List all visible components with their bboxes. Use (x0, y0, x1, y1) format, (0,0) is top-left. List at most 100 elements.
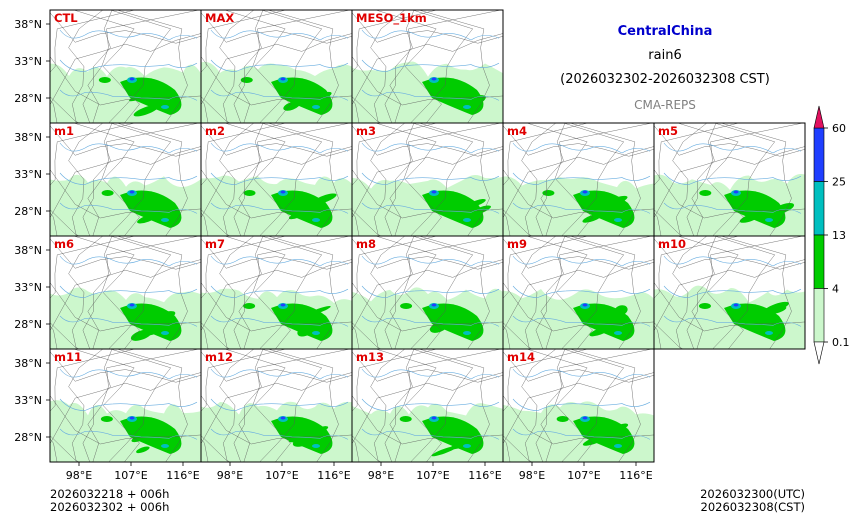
colorbar-segment (813, 127, 825, 182)
province-border (654, 123, 739, 236)
precip-25-area (280, 416, 286, 420)
province-border (224, 10, 291, 123)
province-border (233, 10, 264, 123)
precip-4-area (154, 425, 170, 436)
province-border (224, 123, 291, 236)
province-border (654, 209, 684, 236)
province-border (535, 123, 566, 236)
lat-tick-label: 28°N (14, 431, 42, 444)
precip-0.1-area (101, 210, 124, 232)
lon-tick-label: 107°E (567, 469, 600, 482)
precip-13-area (463, 331, 471, 335)
province-border (384, 236, 415, 349)
province-border (352, 259, 503, 331)
member-label: m13 (356, 350, 384, 364)
province-border (73, 349, 140, 462)
province-border (201, 435, 231, 462)
river-line (663, 285, 802, 298)
member-label: m10 (658, 237, 686, 251)
province-border (654, 146, 805, 218)
precip-0.1-area (224, 76, 264, 93)
river-line (59, 202, 198, 214)
province-border (50, 10, 135, 123)
map-panel (654, 123, 805, 236)
precip-25-area (129, 303, 135, 307)
province-border (384, 10, 415, 123)
river-line (512, 398, 651, 411)
precip-0.1-area (226, 191, 278, 207)
province-border (352, 238, 503, 270)
province-border (201, 33, 352, 105)
precip-0.1-area (231, 421, 249, 445)
province-border (352, 395, 503, 445)
province-border (375, 349, 442, 462)
province-border (224, 349, 291, 462)
map-panel (201, 349, 352, 462)
river-line (59, 285, 198, 298)
province-border (73, 10, 140, 123)
province-border (50, 282, 201, 332)
province-border (352, 435, 382, 462)
province-border (419, 123, 490, 236)
province-border (526, 236, 593, 349)
river-line (361, 202, 500, 214)
province-border (352, 236, 437, 349)
province-border (521, 123, 556, 236)
province-border (82, 349, 113, 462)
precip-4-area (601, 195, 628, 208)
lon-tick-label: 116°E (166, 469, 199, 482)
river-line (512, 255, 651, 267)
province-border (117, 236, 188, 349)
precip-25-area (431, 77, 437, 81)
province-border (50, 259, 201, 331)
province-border (654, 259, 805, 331)
colorbar-segment (813, 181, 825, 236)
precip-4-area (283, 101, 301, 111)
province-border (535, 349, 566, 462)
province-border (201, 169, 352, 219)
colorbar-label: 4 (832, 283, 839, 296)
province-border (201, 56, 352, 106)
river-line (361, 315, 500, 327)
province-border (352, 96, 382, 123)
province-border (233, 349, 264, 462)
province-border (352, 322, 382, 349)
province-border (535, 236, 566, 349)
province-border (117, 349, 188, 462)
province-border (503, 395, 654, 445)
lat-tick-label: 28°N (14, 92, 42, 105)
precip-4-area (129, 91, 154, 102)
member-label: m3 (356, 124, 376, 138)
river-line (210, 315, 349, 327)
province-border (68, 123, 103, 236)
map-panel (654, 236, 805, 349)
province-border (503, 123, 588, 236)
precip-0.1-area (503, 410, 545, 433)
precip-25-area (582, 416, 588, 420)
member-label: m12 (205, 350, 233, 364)
province-border (352, 10, 437, 123)
colorbar-min-arrow (813, 341, 825, 365)
precip-4-area (771, 306, 787, 314)
precip-4-area (304, 306, 331, 317)
precip-4-area (100, 416, 113, 422)
province-border (201, 238, 352, 270)
precip-13-area (765, 218, 773, 222)
province-border (503, 372, 654, 444)
precip-4-area (399, 416, 412, 422)
province-border (201, 96, 231, 123)
lat-tick-label: 38°N (14, 18, 42, 31)
province-border (672, 123, 707, 236)
precip-4-area (131, 434, 148, 443)
precip-4-area (133, 104, 159, 117)
province-border (419, 349, 490, 462)
province-border (352, 56, 503, 106)
precip-0.1-area (237, 327, 255, 340)
river-line (663, 202, 802, 214)
lon-tick-label: 98°E (66, 469, 92, 482)
lat-tick-label: 38°N (14, 244, 42, 257)
river-line (361, 428, 500, 440)
lon-tick-label: 116°E (468, 469, 501, 482)
precip-4-area (150, 311, 176, 324)
